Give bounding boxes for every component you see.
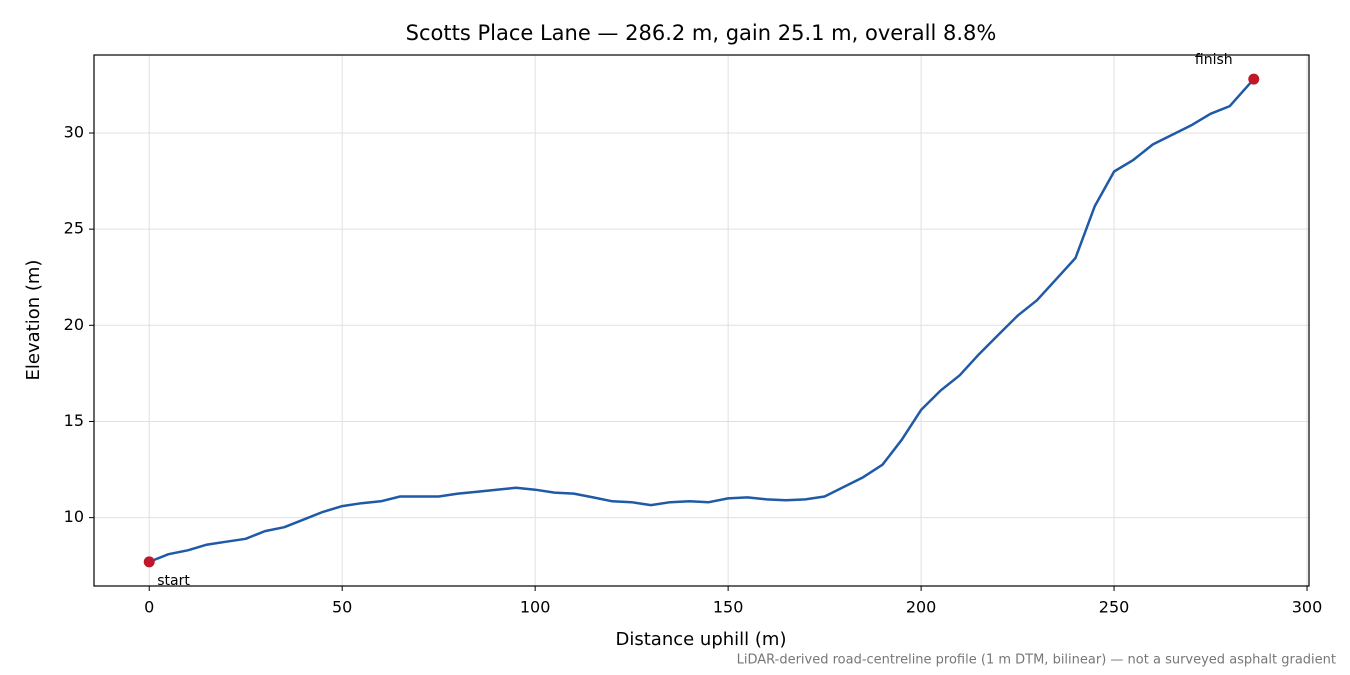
y-axis-label: Elevation (m) [23, 260, 44, 381]
footnote: LiDAR-derived road-centreline profile (1… [737, 653, 1336, 668]
y-tick-label: 30 [64, 122, 84, 141]
endpoint-marker [143, 556, 155, 568]
x-tick-label: 300 [1292, 598, 1323, 617]
x-tick-label: 0 [144, 598, 154, 617]
x-tick-label: 100 [520, 598, 551, 617]
elevation-line [148, 78, 1255, 564]
plot-frame [93, 54, 1310, 587]
endpoint-marker [1248, 73, 1260, 85]
x-tick-label: 50 [332, 598, 352, 617]
x-tick-label: 150 [713, 598, 744, 617]
x-tick-label: 200 [906, 598, 937, 617]
y-tick-label: 25 [64, 219, 84, 238]
y-tick-label: 10 [64, 507, 84, 526]
y-tick-label: 15 [64, 411, 84, 430]
chart-title: Scotts Place Lane — 286.2 m, gain 25.1 m… [406, 21, 997, 45]
y-tick-label: 20 [64, 315, 84, 334]
x-tick-label: 250 [1099, 598, 1130, 617]
annotation: finish [1195, 52, 1233, 68]
x-axis-label: Distance uphill (m) [616, 629, 787, 650]
annotation: start [157, 573, 190, 589]
